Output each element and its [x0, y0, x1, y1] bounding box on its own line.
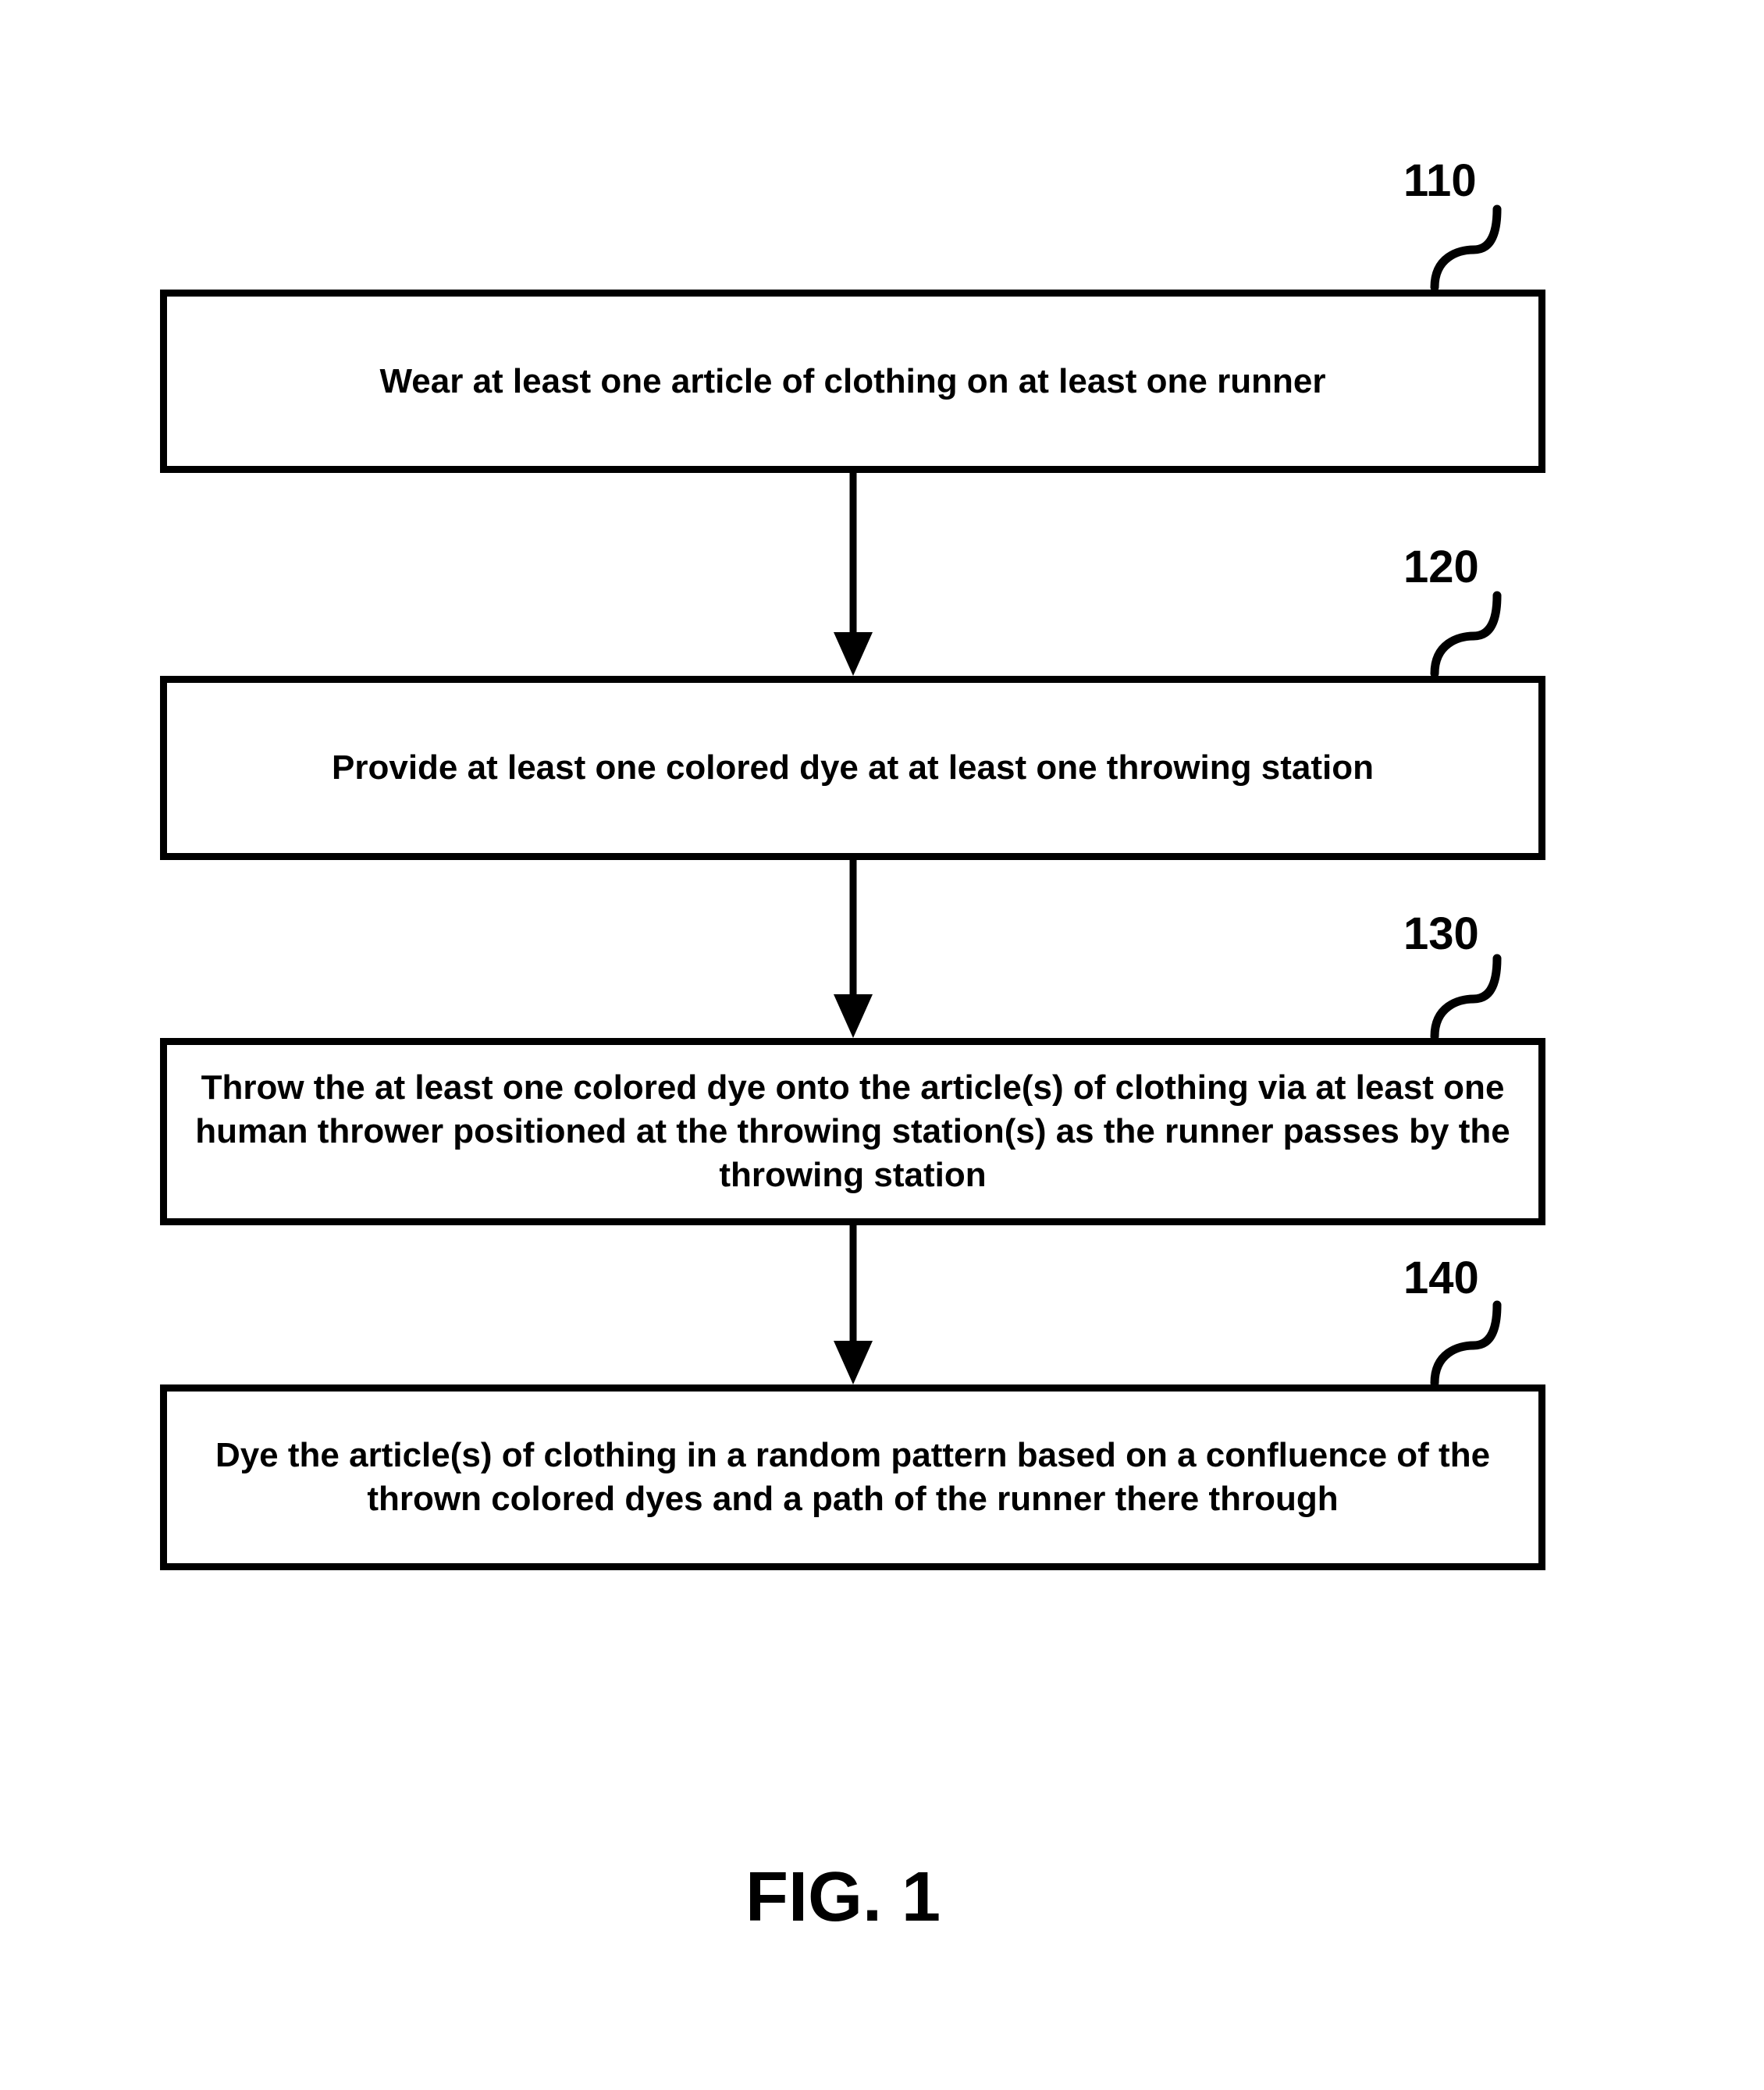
- ref-label-110-text: 110: [1403, 155, 1477, 206]
- ref-label-140: 140: [1403, 1252, 1479, 1304]
- figure-label: FIG. 1: [745, 1857, 941, 1938]
- ref-label-120-text: 120: [1403, 542, 1479, 592]
- flowchart-step-130: Throw the at least one colored dye onto …: [160, 1038, 1545, 1225]
- flowchart-step-120-text: Provide at least one colored dye at at l…: [332, 747, 1374, 789]
- ref-label-130: 130: [1403, 908, 1479, 960]
- flowchart-step-140-text: Dye the article(s) of clothing in a rand…: [190, 1434, 1515, 1521]
- flowchart-step-120: Provide at least one colored dye at at l…: [160, 676, 1545, 860]
- ref-label-120: 120: [1403, 541, 1479, 593]
- figure-label-text: FIG. 1: [745, 1858, 941, 1936]
- ref-label-110: 110: [1403, 155, 1477, 207]
- ref-label-130-text: 130: [1403, 908, 1479, 959]
- flowchart-step-140: Dye the article(s) of clothing in a rand…: [160, 1384, 1545, 1570]
- flowchart-step-130-text: Throw the at least one colored dye onto …: [190, 1066, 1515, 1197]
- flowchart-canvas: Wear at least one article of clothing on…: [0, 0, 1764, 2090]
- flowchart-step-110: Wear at least one article of clothing on…: [160, 290, 1545, 473]
- ref-label-140-text: 140: [1403, 1253, 1479, 1303]
- flowchart-step-110-text: Wear at least one article of clothing on…: [380, 361, 1326, 403]
